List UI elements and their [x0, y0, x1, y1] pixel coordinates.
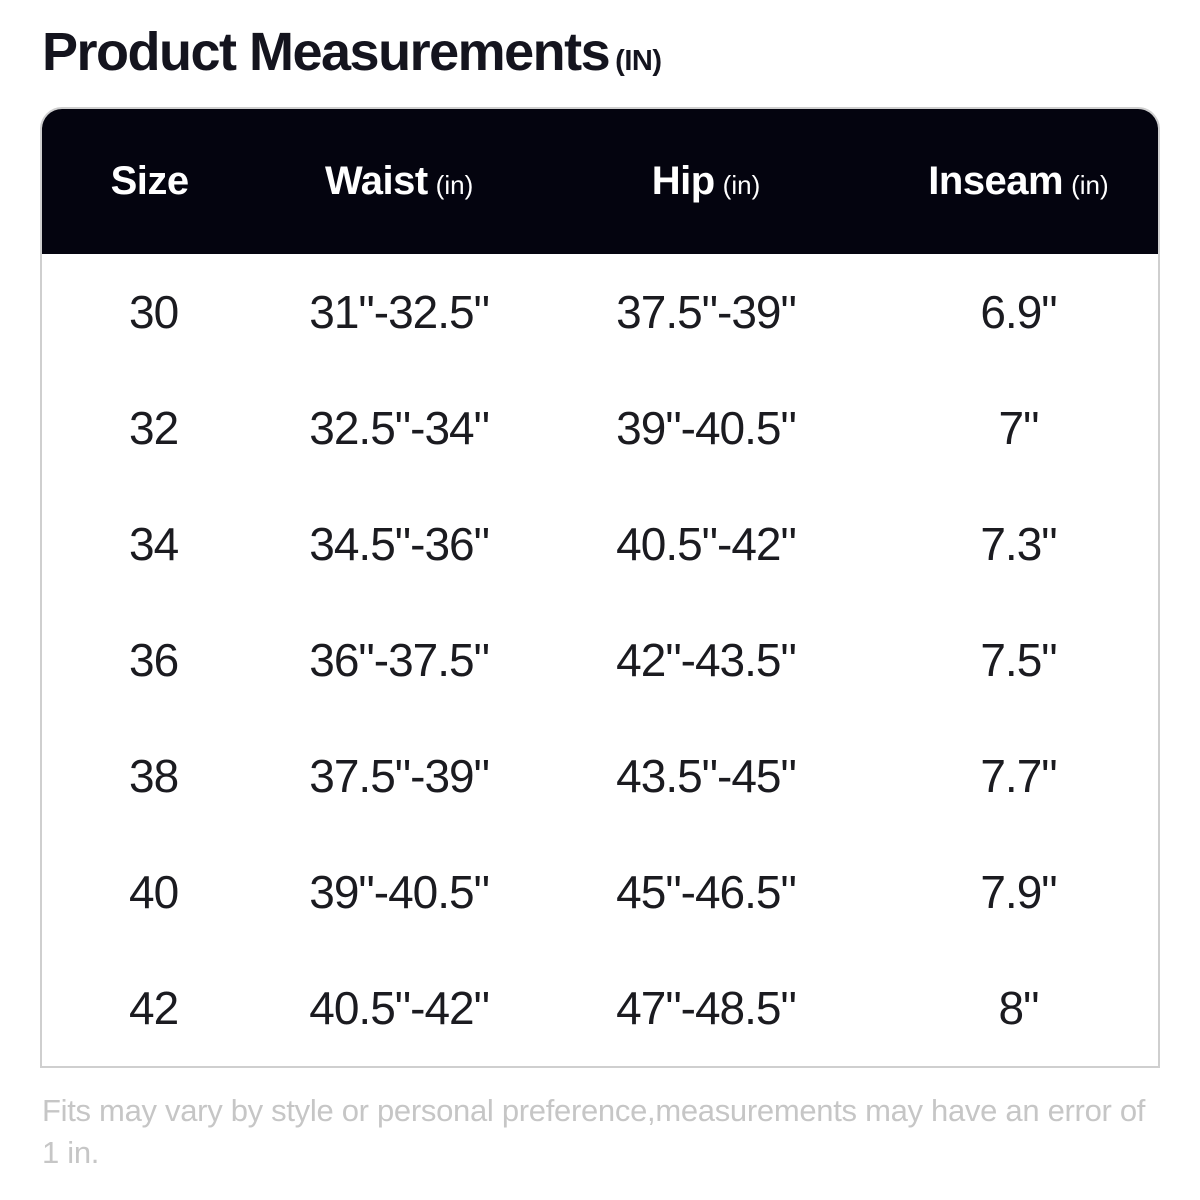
table-cell: 42: [42, 949, 266, 1066]
table-cell: 40.5"-42": [265, 949, 534, 1066]
table-cell: 43.5"-45": [533, 717, 879, 834]
table-cell: 42"-43.5": [533, 601, 879, 718]
table-cell: 34: [42, 485, 266, 602]
table-cell: 36"-37.5": [265, 601, 534, 718]
column-header-unit: (in): [1071, 169, 1109, 200]
measurements-table: Size Waist (in) Hip (in) Inseam (in) 30 31"-…: [42, 108, 1158, 1066]
page-title: Product Measurements (IN): [42, 24, 1160, 81]
column-header-unit: (in): [435, 169, 474, 200]
table-cell: 8": [878, 949, 1158, 1066]
size-chart-card: Size Waist (in) Hip (in) Inseam (in) 30 31"-…: [40, 106, 1160, 1068]
table-header: Size Waist (in) Hip (in) Inseam (in): [42, 108, 1158, 254]
table-cell: 38: [42, 717, 266, 834]
table-cell: 30: [42, 253, 266, 370]
column-header-inseam: Inseam (in): [878, 108, 1158, 254]
column-header-hip: Hip (in): [533, 108, 879, 254]
table-body: 30 31"-32.5" 37.5"-39" 6.9" 32 32.5"-34" 39"-4…: [42, 253, 1158, 1066]
column-header-label: Size: [110, 158, 190, 203]
page-title-text: Product Measurements: [42, 22, 611, 82]
table-cell: 31"-32.5": [265, 253, 534, 370]
column-header-label: Inseam: [928, 158, 1064, 203]
table-row: 42 40.5"-42" 47"-48.5" 8": [42, 949, 1158, 1066]
table-cell: 32: [42, 369, 266, 486]
table-cell: 37.5"-39": [533, 253, 879, 370]
column-header-label: Waist: [324, 158, 428, 203]
column-header-label: Hip: [651, 158, 715, 203]
table-cell: 34.5"-36": [265, 485, 534, 602]
table-cell: 7.5": [878, 601, 1158, 718]
column-header-waist: Waist (in): [265, 108, 534, 254]
table-row: 34 34.5"-36" 40.5"-42" 7.3": [42, 485, 1158, 602]
table-cell: 45"-46.5": [533, 833, 879, 950]
column-header-unit: (in): [722, 169, 761, 200]
table-row: 30 31"-32.5" 37.5"-39" 6.9": [42, 253, 1158, 370]
table-row: 38 37.5"-39" 43.5"-45" 7.7": [42, 717, 1158, 834]
table-cell: 40: [42, 833, 266, 950]
table-cell: 39"-40.5": [265, 833, 534, 950]
fit-disclaimer-note: Fits may vary by style or personal prefe…: [42, 1092, 1146, 1170]
table-cell: 7.3": [878, 485, 1158, 602]
table-cell: 36: [42, 601, 266, 718]
table-cell: 6.9": [878, 253, 1158, 370]
page-title-unit: (IN): [615, 45, 662, 77]
table-cell: 7": [878, 369, 1158, 486]
table-row: 40 39"-40.5" 45"-46.5" 7.9": [42, 833, 1158, 950]
table-cell: 39"-40.5": [533, 369, 879, 486]
table-cell: 47"-48.5": [533, 949, 879, 1066]
table-header-row: Size Waist (in) Hip (in) Inseam (in): [42, 108, 1158, 254]
table-cell: 7.7": [878, 717, 1158, 834]
table-cell: 7.9": [878, 833, 1158, 950]
table-cell: 32.5"-34": [265, 369, 534, 486]
table-row: 36 36"-37.5" 42"-43.5" 7.5": [42, 601, 1158, 718]
table-cell: 37.5"-39": [265, 717, 534, 834]
table-cell: 40.5"-42": [533, 485, 879, 602]
table-row: 32 32.5"-34" 39"-40.5" 7": [42, 369, 1158, 486]
column-header-size: Size: [42, 108, 266, 254]
